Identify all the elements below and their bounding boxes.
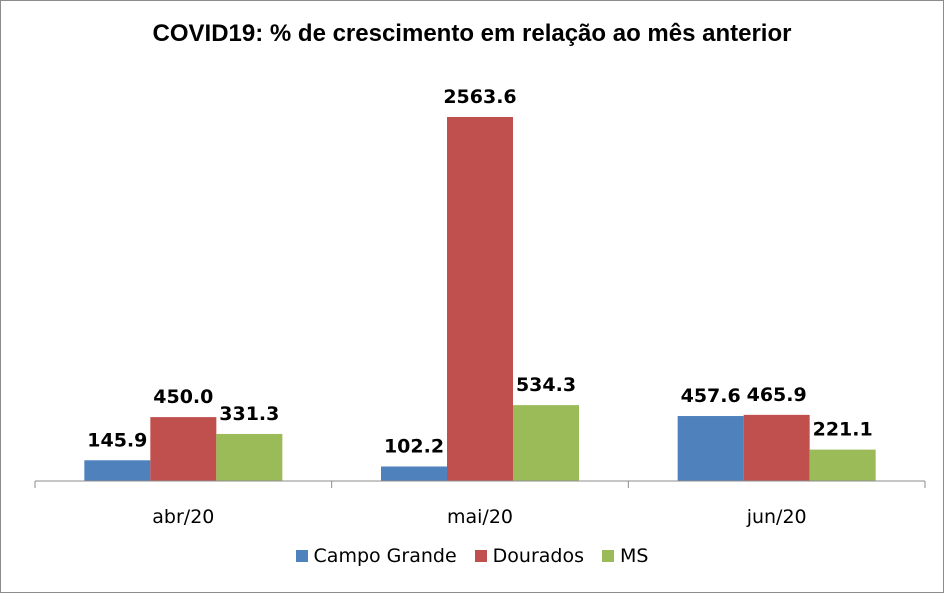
data-label-campo-grande-abr-20: 145.9 xyxy=(87,429,147,451)
bar-dourados-abr-20 xyxy=(150,417,217,481)
x-tick-label-jun-20: jun/20 xyxy=(746,506,807,528)
data-label-ms-abr-20: 331.3 xyxy=(219,403,279,425)
bar-dourados-jun-20 xyxy=(743,414,810,481)
legend-label-ms: MS xyxy=(620,545,649,567)
bar-campo-grande-jun-20 xyxy=(677,416,744,481)
data-label-dourados-jun-20: 465.9 xyxy=(747,384,807,406)
data-label-campo-grande-mai-20: 102.2 xyxy=(384,435,444,457)
bar-ms-jun-20 xyxy=(809,449,876,481)
chart-title: COVID19: % de crescimento em relação ao … xyxy=(152,20,792,47)
legend-swatch-campo-grande xyxy=(295,550,308,562)
legend-swatch-dourados xyxy=(474,550,487,562)
bar-campo-grande-abr-20 xyxy=(84,460,151,481)
data-label-campo-grande-jun-20: 457.6 xyxy=(681,385,741,407)
data-label-ms-mai-20: 534.3 xyxy=(516,374,576,396)
bar-campo-grande-mai-20 xyxy=(381,466,447,481)
data-label-dourados-abr-20: 450.0 xyxy=(153,386,213,408)
legend-label-campo-grande: Campo Grande xyxy=(313,545,457,567)
legend-item-ms: MS xyxy=(602,545,648,567)
data-label-ms-jun-20: 221.1 xyxy=(813,419,873,441)
bar-dourados-mai-20 xyxy=(447,117,513,481)
data-label-dourados-mai-20: 2563.6 xyxy=(443,86,516,108)
legend-item-dourados: Dourados xyxy=(474,545,584,567)
legend: Campo Grande Dourados MS xyxy=(0,545,944,567)
legend-item-campo-grande: Campo Grande xyxy=(295,545,457,567)
x-tick-label-mai-20: mai/20 xyxy=(447,506,513,528)
bar-ms-abr-20 xyxy=(216,433,283,481)
legend-swatch-ms xyxy=(602,550,614,562)
bar-ms-mai-20 xyxy=(513,405,579,481)
legend-label-dourados: Dourados xyxy=(492,545,584,567)
x-tick-label-abr-20: abr/20 xyxy=(152,506,214,528)
